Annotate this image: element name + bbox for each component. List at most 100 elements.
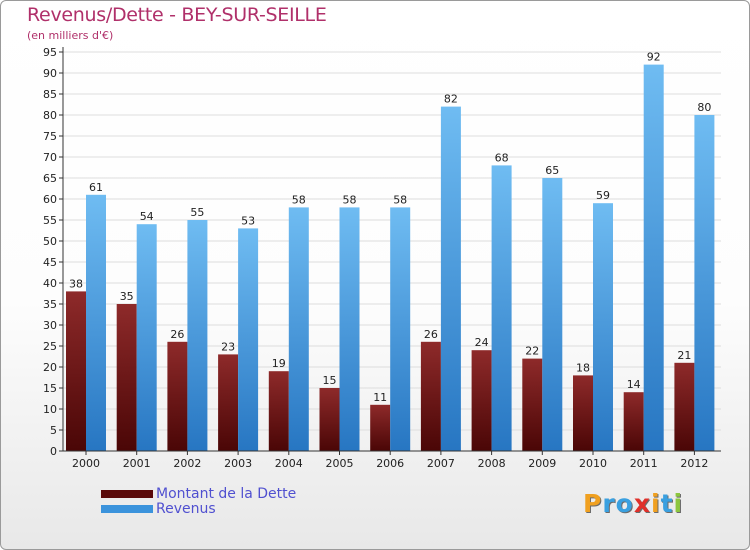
- y-tick-label: 90: [43, 67, 57, 80]
- y-tick-label: 40: [43, 277, 57, 290]
- legend-label-dette: Montant de la Dette: [156, 486, 297, 502]
- bar-revenus: [440, 106, 461, 451]
- data-label: 24: [475, 336, 489, 349]
- data-label: 53: [241, 214, 255, 227]
- bar-dette: [573, 375, 593, 451]
- data-label: 26: [424, 328, 438, 341]
- bar-dette: [623, 392, 644, 451]
- legend-label-revenus: Revenus: [156, 501, 216, 517]
- bar-revenus: [542, 178, 563, 451]
- bar-dette: [370, 404, 391, 451]
- bar-revenus: [643, 64, 664, 451]
- data-label: 92: [647, 51, 661, 64]
- legend-swatch-revenus: [101, 505, 153, 513]
- y-tick-label: 65: [43, 172, 57, 185]
- y-tick-label: 55: [43, 214, 57, 227]
- x-tick-label: 2009: [528, 457, 556, 470]
- data-label: 21: [677, 349, 691, 362]
- data-label: 58: [292, 193, 306, 206]
- x-tick-label: 2003: [224, 457, 252, 470]
- y-tick-label: 45: [43, 256, 57, 269]
- data-label: 65: [545, 164, 559, 177]
- y-tick-label: 35: [43, 298, 57, 311]
- data-label: 23: [221, 340, 235, 353]
- x-tick-label: 2010: [579, 457, 607, 470]
- x-tick-label: 2004: [275, 457, 303, 470]
- bar-revenus: [288, 207, 309, 451]
- y-tick-label: 30: [43, 319, 57, 332]
- bar-revenus: [187, 220, 208, 451]
- y-tick-label: 50: [43, 235, 57, 248]
- y-tick-label: 20: [43, 361, 57, 374]
- data-label: 18: [576, 361, 590, 374]
- chart-title: Revenus/Dette - BEY-SUR-SEILLE: [27, 4, 327, 26]
- logo-letter: t: [660, 489, 674, 518]
- x-tick-label: 2000: [72, 457, 100, 470]
- bars: [66, 64, 715, 452]
- bar-dette: [319, 388, 340, 451]
- bar-dette: [268, 371, 289, 451]
- bar-revenus: [339, 207, 360, 451]
- bar-dette: [66, 291, 86, 451]
- data-label: 14: [627, 378, 641, 391]
- y-tick-label: 0: [50, 445, 57, 458]
- data-label: 58: [343, 193, 357, 206]
- x-tick-label: 2006: [376, 457, 404, 470]
- y-tick-label: 70: [43, 151, 57, 164]
- data-label: 11: [373, 391, 387, 404]
- y-tick-label: 95: [43, 46, 57, 59]
- proxiti-logo: Proxiti: [583, 489, 683, 518]
- y-tick-label: 85: [43, 88, 57, 101]
- data-label: 80: [697, 101, 711, 114]
- bar-revenus: [390, 207, 411, 451]
- data-label: 68: [495, 151, 509, 164]
- chart-subtitle: (en milliers d'€): [27, 29, 114, 42]
- data-label: 15: [323, 374, 337, 387]
- logo-letter: P: [583, 489, 603, 518]
- y-tick-label: 10: [43, 403, 57, 416]
- logo-letter: i: [651, 489, 661, 518]
- data-label: 58: [393, 193, 407, 206]
- bar-revenus: [694, 115, 715, 451]
- data-label: 82: [444, 93, 458, 106]
- data-label: 54: [140, 210, 154, 223]
- logo-letter: x: [633, 489, 651, 518]
- data-label: 59: [596, 189, 610, 202]
- x-tick-label: 2002: [173, 457, 201, 470]
- y-tick-label: 75: [43, 130, 57, 143]
- legend-swatch-dette: [101, 490, 153, 498]
- y-tick-label: 25: [43, 340, 57, 353]
- bar-revenus: [491, 165, 512, 451]
- x-tick-label: 2001: [123, 457, 151, 470]
- logo-letter: i: [673, 489, 684, 518]
- y-tick-label: 15: [43, 382, 57, 395]
- bar-revenus: [238, 228, 259, 451]
- logo-letter: o: [615, 489, 634, 518]
- x-tick-label: 2008: [478, 457, 506, 470]
- bar-dette: [674, 362, 695, 451]
- y-tick-label: 60: [43, 193, 57, 206]
- bar-revenus: [86, 194, 106, 452]
- x-tick-label: 2007: [427, 457, 455, 470]
- x-tick-label: 2012: [680, 457, 708, 470]
- data-label: 35: [120, 290, 134, 303]
- bar-dette: [116, 304, 137, 451]
- bar-dette: [167, 341, 188, 451]
- bar-dette: [471, 350, 492, 451]
- bar-dette: [522, 358, 543, 451]
- data-labels: 38 61 35 54 26 55 23 53 19 58 15 58 11 58 26 82 24 68 22 65…: [69, 51, 711, 404]
- y-tick-label: 5: [50, 424, 57, 437]
- bar-revenus: [136, 224, 157, 451]
- bar-dette: [420, 341, 441, 451]
- logo-letter: r: [602, 489, 616, 518]
- data-label: 26: [170, 328, 184, 341]
- data-label: 19: [272, 357, 286, 370]
- data-label: 38: [69, 277, 83, 290]
- x-tick-label: 2011: [630, 457, 658, 470]
- y-tick-label: 80: [43, 109, 57, 122]
- bar-chart: 0 5 10 15 20 25 30 35 40 45 50 55 60 65 70 75 80 85 90 95 3…: [43, 46, 721, 470]
- bar-revenus: [593, 203, 613, 451]
- y-axis: 0 5 10 15 20 25 30 35 40 45 50 55 60 65 70 75 80 85 90 95: [43, 46, 64, 458]
- data-label: 55: [190, 206, 204, 219]
